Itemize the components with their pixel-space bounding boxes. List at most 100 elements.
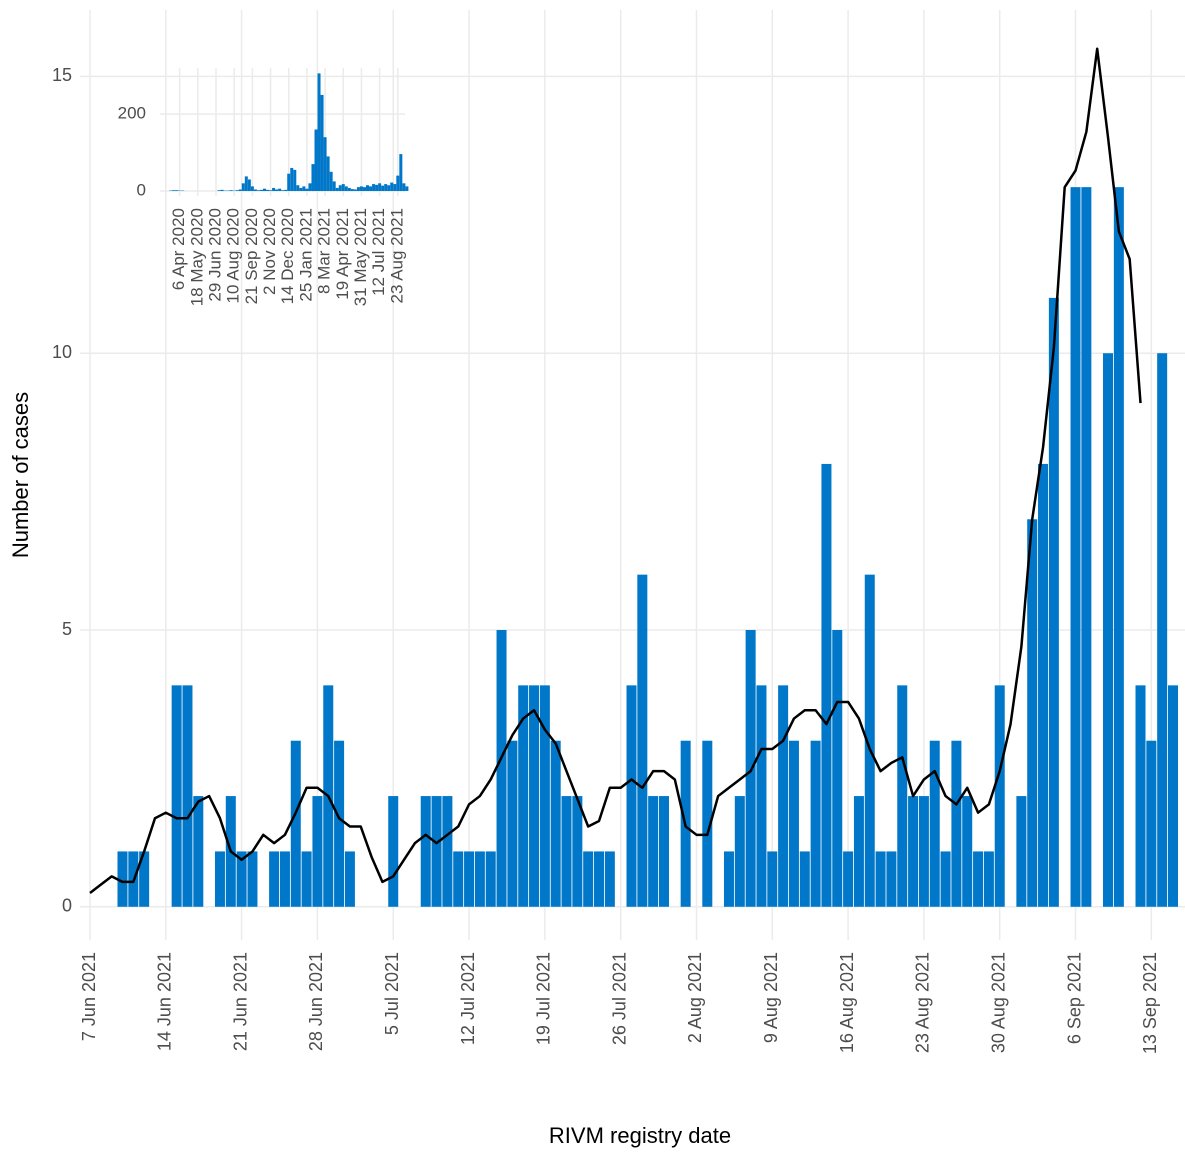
bar	[605, 851, 615, 906]
bar	[269, 190, 272, 191]
bar	[291, 741, 301, 907]
x-tick-label: 23 Aug 2021	[387, 208, 406, 303]
bar	[432, 796, 442, 907]
bar	[218, 190, 221, 191]
bar	[442, 796, 452, 907]
bar	[984, 851, 994, 906]
bar	[1136, 685, 1146, 906]
bar	[336, 188, 339, 191]
bar	[324, 137, 327, 191]
x-tick-label: 2 Aug 2021	[685, 952, 705, 1043]
bar	[372, 184, 375, 191]
bar	[230, 190, 233, 191]
bar	[464, 851, 474, 906]
bar	[897, 685, 907, 906]
bar	[627, 685, 637, 906]
bar	[821, 464, 831, 907]
bar	[215, 851, 225, 906]
bar	[402, 183, 405, 191]
bar	[381, 186, 384, 191]
bar	[399, 154, 402, 191]
bar	[193, 796, 203, 907]
bar	[951, 741, 961, 907]
y-tick-label: 15	[52, 65, 72, 85]
bar	[369, 186, 372, 191]
x-tick-label: 12 Jul 2021	[458, 952, 478, 1045]
bar	[1027, 519, 1037, 907]
x-tick-label: 18 May 2020	[187, 208, 206, 306]
x-tick-label: 21 Sep 2020	[242, 208, 261, 304]
bar	[302, 186, 305, 191]
x-tick-label: 14 Jun 2021	[155, 952, 175, 1051]
bar	[778, 685, 788, 906]
bar	[284, 190, 287, 191]
x-tick-label: 8 Mar 2021	[315, 208, 334, 294]
bar	[1157, 353, 1167, 907]
bar	[962, 796, 972, 907]
x-tick-label: 12 Jul 2021	[369, 208, 388, 296]
bar	[767, 851, 777, 906]
bar	[339, 185, 342, 191]
bar	[305, 189, 308, 191]
bar	[388, 796, 398, 907]
bar	[393, 184, 396, 191]
bar	[334, 741, 344, 907]
bar	[1071, 187, 1081, 907]
bar	[221, 190, 224, 191]
bar	[290, 168, 293, 191]
bar	[396, 176, 399, 191]
bar	[1114, 187, 1124, 907]
x-tick-label: 21 Jun 2021	[230, 952, 250, 1051]
bar	[637, 575, 647, 907]
x-tick-label: 25 Jan 2021	[296, 208, 315, 302]
bar	[724, 851, 734, 906]
bar	[318, 73, 321, 191]
y-tick-label: 5	[62, 619, 72, 639]
x-tick-label: 13 Sep 2021	[1140, 952, 1160, 1054]
bar	[363, 187, 366, 191]
bar	[789, 741, 799, 907]
bar	[800, 851, 810, 906]
bar	[345, 186, 348, 191]
bar	[293, 170, 296, 191]
bar	[387, 185, 390, 191]
bar	[973, 851, 983, 906]
bar	[278, 189, 281, 191]
x-tick-label: 9 Aug 2021	[761, 952, 781, 1043]
bar	[507, 741, 517, 907]
bar	[572, 796, 582, 907]
bar	[594, 851, 604, 906]
bar	[995, 685, 1005, 906]
bar	[886, 851, 896, 906]
bar	[263, 189, 266, 191]
bar	[930, 741, 940, 907]
bar	[1146, 741, 1156, 907]
bar	[327, 156, 330, 191]
x-tick-label: 2 Nov 2020	[260, 208, 279, 295]
bar	[421, 796, 431, 907]
bar	[302, 851, 312, 906]
bar	[260, 190, 263, 191]
y-tick-label: 10	[52, 342, 72, 362]
bar	[562, 796, 572, 907]
bar	[941, 851, 951, 906]
bar	[308, 183, 311, 191]
bar	[315, 130, 318, 192]
bar	[390, 183, 393, 191]
x-tick-label: 29 Jun 2020	[205, 208, 224, 302]
trend-line	[90, 49, 1141, 893]
x-tick-label: 5 Jul 2021	[382, 952, 402, 1035]
bar	[354, 189, 357, 191]
bar	[257, 190, 260, 191]
bar	[330, 172, 333, 191]
bar	[248, 179, 251, 191]
bar	[378, 183, 381, 191]
bar	[1168, 685, 1178, 906]
bar	[251, 186, 254, 191]
bar	[811, 741, 821, 907]
x-tick-label: 7 Jun 2021	[79, 952, 99, 1041]
bar	[272, 188, 275, 191]
bar	[375, 185, 378, 191]
bar	[172, 685, 182, 906]
